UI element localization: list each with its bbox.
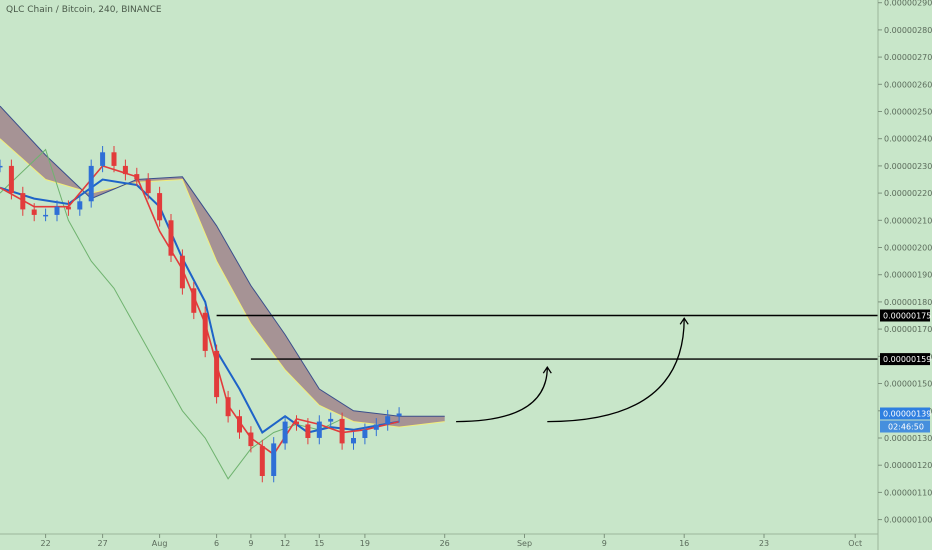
countdown-label: 02:46:50: [888, 423, 924, 432]
candle-body: [214, 350, 220, 398]
candle-body: [351, 438, 356, 444]
countdown-badge: [880, 420, 930, 433]
price-tick-label: 0.00000170: [884, 325, 932, 334]
price-tick-label: 0.00000120: [884, 461, 932, 470]
time-tick-label: Oct: [848, 539, 862, 548]
candle-body: [88, 165, 94, 202]
senkou-b-line: [0, 105, 445, 417]
candle-body: [362, 429, 368, 438]
candle-body: [305, 424, 311, 438]
time-tick-label: 9: [248, 539, 253, 548]
candle-body: [316, 421, 322, 438]
candle-body: [168, 220, 174, 256]
candle-body: [100, 152, 106, 166]
candle-body: [282, 421, 288, 444]
current-price-badge: [880, 407, 930, 420]
price-tick-label: 0.00000150: [884, 380, 932, 389]
candle-body: [385, 416, 391, 425]
price-badges: 0.00000175 0.00000159 0.00000139 02:46:50: [880, 309, 931, 433]
time-tick-label: 23: [759, 539, 769, 548]
time-axis[interactable]: 22 27 Aug 6 9 12 15 19 26 Sep 9 16 23 Oct: [0, 533, 878, 548]
time-tick-label: 15: [314, 539, 324, 548]
price-tick-label: 0.00000130: [884, 434, 932, 443]
candle-body: [8, 165, 14, 194]
candle-body: [294, 421, 299, 425]
candle-body: [31, 209, 37, 215]
candle-body: [191, 288, 197, 313]
price-tick-label: 0.00000240: [884, 135, 932, 144]
price-axis[interactable]: 0.00000100 0.00000110 0.00000120 0.00000130…: [877, 0, 932, 550]
candle-body: [77, 201, 83, 210]
time-tick-label: 26: [440, 539, 450, 548]
price-tick-label: 0.00000210: [884, 216, 932, 225]
time-tick-label: 9: [602, 539, 607, 548]
time-tick-label: 22: [41, 539, 51, 548]
projection-arrow-curve[interactable]: [456, 367, 548, 423]
time-tick-label: 27: [98, 539, 108, 548]
current-price-label: 0.00000139: [883, 410, 931, 419]
candle-body: [145, 179, 151, 194]
projection-arrows[interactable]: [456, 317, 689, 423]
time-tick-label: 19: [360, 539, 370, 548]
candle-body: [122, 165, 128, 175]
candle-body: [54, 206, 60, 215]
candle-body: [202, 312, 208, 351]
cloud-area: [0, 106, 445, 428]
price-tick-label: 0.00000270: [884, 53, 932, 62]
candle-body: [20, 193, 26, 210]
level-price-label: 0.00000175: [883, 312, 931, 321]
price-tick-label: 0.00000260: [884, 80, 932, 89]
price-tick-label: 0.00000230: [884, 162, 932, 171]
candle-body: [271, 443, 277, 476]
level-price-badge: [880, 309, 930, 322]
candle-body: [237, 416, 242, 433]
candle-body: [259, 446, 265, 476]
projection-arrow-head[interactable]: [679, 317, 689, 325]
time-tick-label: 16: [679, 539, 689, 548]
level-price-label: 0.00000159: [883, 355, 931, 364]
time-tick-label: 6: [214, 539, 219, 548]
time-tick-label: Aug: [152, 539, 168, 548]
candle-body: [65, 206, 71, 210]
price-tick-label: 0.00000220: [884, 189, 932, 198]
price-candles: [0, 146, 402, 483]
time-tick-label: Sep: [517, 539, 532, 548]
horizontal-levels[interactable]: [216, 314, 878, 360]
price-tick-label: 0.00000250: [884, 108, 932, 117]
candle-body: [373, 424, 379, 430]
projection-arrow-head[interactable]: [542, 366, 552, 374]
candle-body: [179, 255, 185, 289]
candle-body: [43, 214, 49, 217]
level-price-badge: [880, 353, 930, 366]
projection-arrow-curve[interactable]: [547, 318, 685, 423]
time-tick-label: 12: [280, 539, 290, 548]
price-tick-label: 0.00000110: [884, 488, 932, 497]
candle-body: [157, 193, 163, 221]
price-tick-label: 0.00000180: [884, 298, 932, 307]
candle-body: [225, 397, 231, 417]
candle-body: [134, 174, 140, 180]
candle-body: [339, 418, 345, 444]
price-tick-label: 0.00000290: [884, 0, 932, 8]
chart-title: QLC Chain / Bitcoin, 240, BINANCE: [6, 5, 162, 15]
price-tick-label: 0.00000100: [884, 516, 932, 525]
candle-body: [396, 413, 402, 417]
candle-body: [248, 432, 254, 447]
price-tick-label: 0.00000190: [884, 271, 932, 280]
candle-body: [328, 418, 334, 422]
price-tick-label: 0.00000280: [884, 26, 932, 35]
ichimoku-cloud: [0, 106, 445, 428]
price-tick-label: 0.00000200: [884, 244, 932, 253]
candle-body: [0, 165, 3, 168]
candle-body: [111, 152, 117, 166]
